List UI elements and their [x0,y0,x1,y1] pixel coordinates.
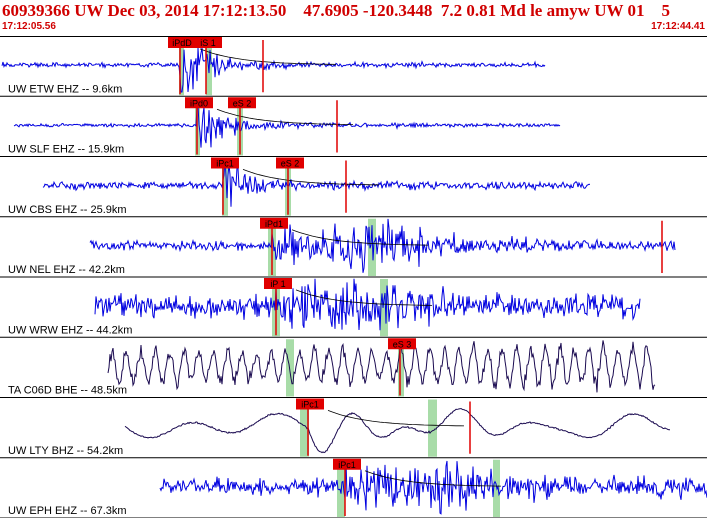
coda-curve [364,470,501,487]
trace-label: UW SLF EHZ -- 15.9km [8,144,124,156]
event-title: 60939366 UW Dec 03, 2014 17:12:13.50 47.… [2,1,670,20]
pick-label-box [333,458,361,470]
phase-pick[interactable]: iP 1 [264,278,292,336]
pick-label-box [296,398,324,410]
phase-pick[interactable]: eS 2 [276,157,304,215]
trace-row[interactable]: iPc1 UW LTY BHZ -- 54.2km [0,398,707,459]
trace-label: UW NEL EHZ -- 42.2km [8,264,125,276]
coda-curve [199,48,337,65]
pick-label: eS 3 [393,339,412,349]
arrival-window [222,158,228,216]
trace-row[interactable]: iPc1 eS 2 UW CBS EHZ -- 25.9km [0,157,707,218]
trace-row[interactable]: iPdD iS 1 UW ETW EHZ -- 9.6km [0,37,707,97]
waveform [94,278,641,331]
trace-row[interactable]: iP 1 UW WRW EHZ -- 44.2km [0,278,707,338]
waveform [159,459,707,515]
coda-curve [295,289,433,306]
pick-label-box [168,37,196,48]
pick-label-box [388,338,416,350]
waveform [13,103,561,148]
trace-label: UW ETW EHZ -- 9.6km [8,83,122,95]
pick-label: iPc1 [301,400,319,410]
trace-label: TA C06D BHE -- 48.5km [8,385,127,397]
phase-pick[interactable]: iPc1 [296,398,324,456]
pick-label: iS 1 [200,38,216,48]
pick-label: iPc1 [338,460,356,470]
trace-row[interactable]: iPc1 UW EPH EHZ -- 67.3km [0,458,707,518]
coda-curve [242,169,380,186]
pick-label-box [185,97,213,109]
pick-label: iPc1 [216,159,234,169]
pick-label: iPdD [172,38,192,48]
pick-label-box [194,37,222,48]
arrival-window [368,218,376,276]
trace-label: UW LTY BHZ -- 54.2km [8,445,123,457]
pick-label-box [276,157,304,169]
phase-pick[interactable]: iPc1 [211,157,239,215]
pick-label: iP 1 [270,279,285,289]
pick-label-box [228,97,256,109]
phase-pick[interactable]: iS 1 [194,37,222,95]
pick-label: iPd0 [190,98,208,108]
trace-label: UW CBS EHZ -- 25.9km [8,204,127,216]
trace-row[interactable]: eS 3 TA C06D BHE -- 48.5km [0,338,707,398]
arrival-window [380,279,388,337]
phase-pick[interactable]: eS 3 [388,338,416,396]
arrival-window [300,399,309,457]
coda-curve [291,229,428,246]
waveform [89,218,676,273]
phase-pick[interactable]: iPd1 [260,217,288,275]
header: 60939366 UW Dec 03, 2014 17:12:13.50 47.… [0,0,707,36]
time-start: 17:12:05.56 [2,21,56,32]
seismogram-panel[interactable]: iPdD iS 1 UW ETW EHZ -- 9.6km iPd0 eS 2 UW SL… [0,36,707,518]
trace-row[interactable]: iPd0 eS 2 UW SLF EHZ -- 15.9km [0,97,707,157]
time-end: 17:12:44.41 [651,21,705,32]
pick-label: iPd1 [265,219,283,229]
phase-pick[interactable]: eS 2 [228,97,256,155]
phase-pick[interactable]: iPc1 [333,458,361,516]
arrival-window [428,399,437,457]
coda-curve [327,410,465,427]
pick-label: eS 2 [281,159,300,169]
arrival-window [398,339,404,397]
pick-label-box [260,217,288,229]
phase-pick[interactable]: iPdD [168,37,196,95]
trace-row[interactable]: iPd1 UW NEL EHZ -- 42.2km [0,217,707,278]
pick-label: eS 2 [233,98,252,108]
waveform [1,47,546,93]
trace-label: UW EPH EHZ -- 67.3km [8,505,127,517]
waveform [107,340,656,393]
waveform [42,158,591,207]
pick-label-box [211,157,239,169]
waveform [124,407,670,454]
phase-pick[interactable]: iPd0 [185,97,213,155]
trace-label: UW WRW EHZ -- 44.2km [8,324,132,336]
pick-label-box [264,278,292,289]
arrival-window [179,38,184,96]
